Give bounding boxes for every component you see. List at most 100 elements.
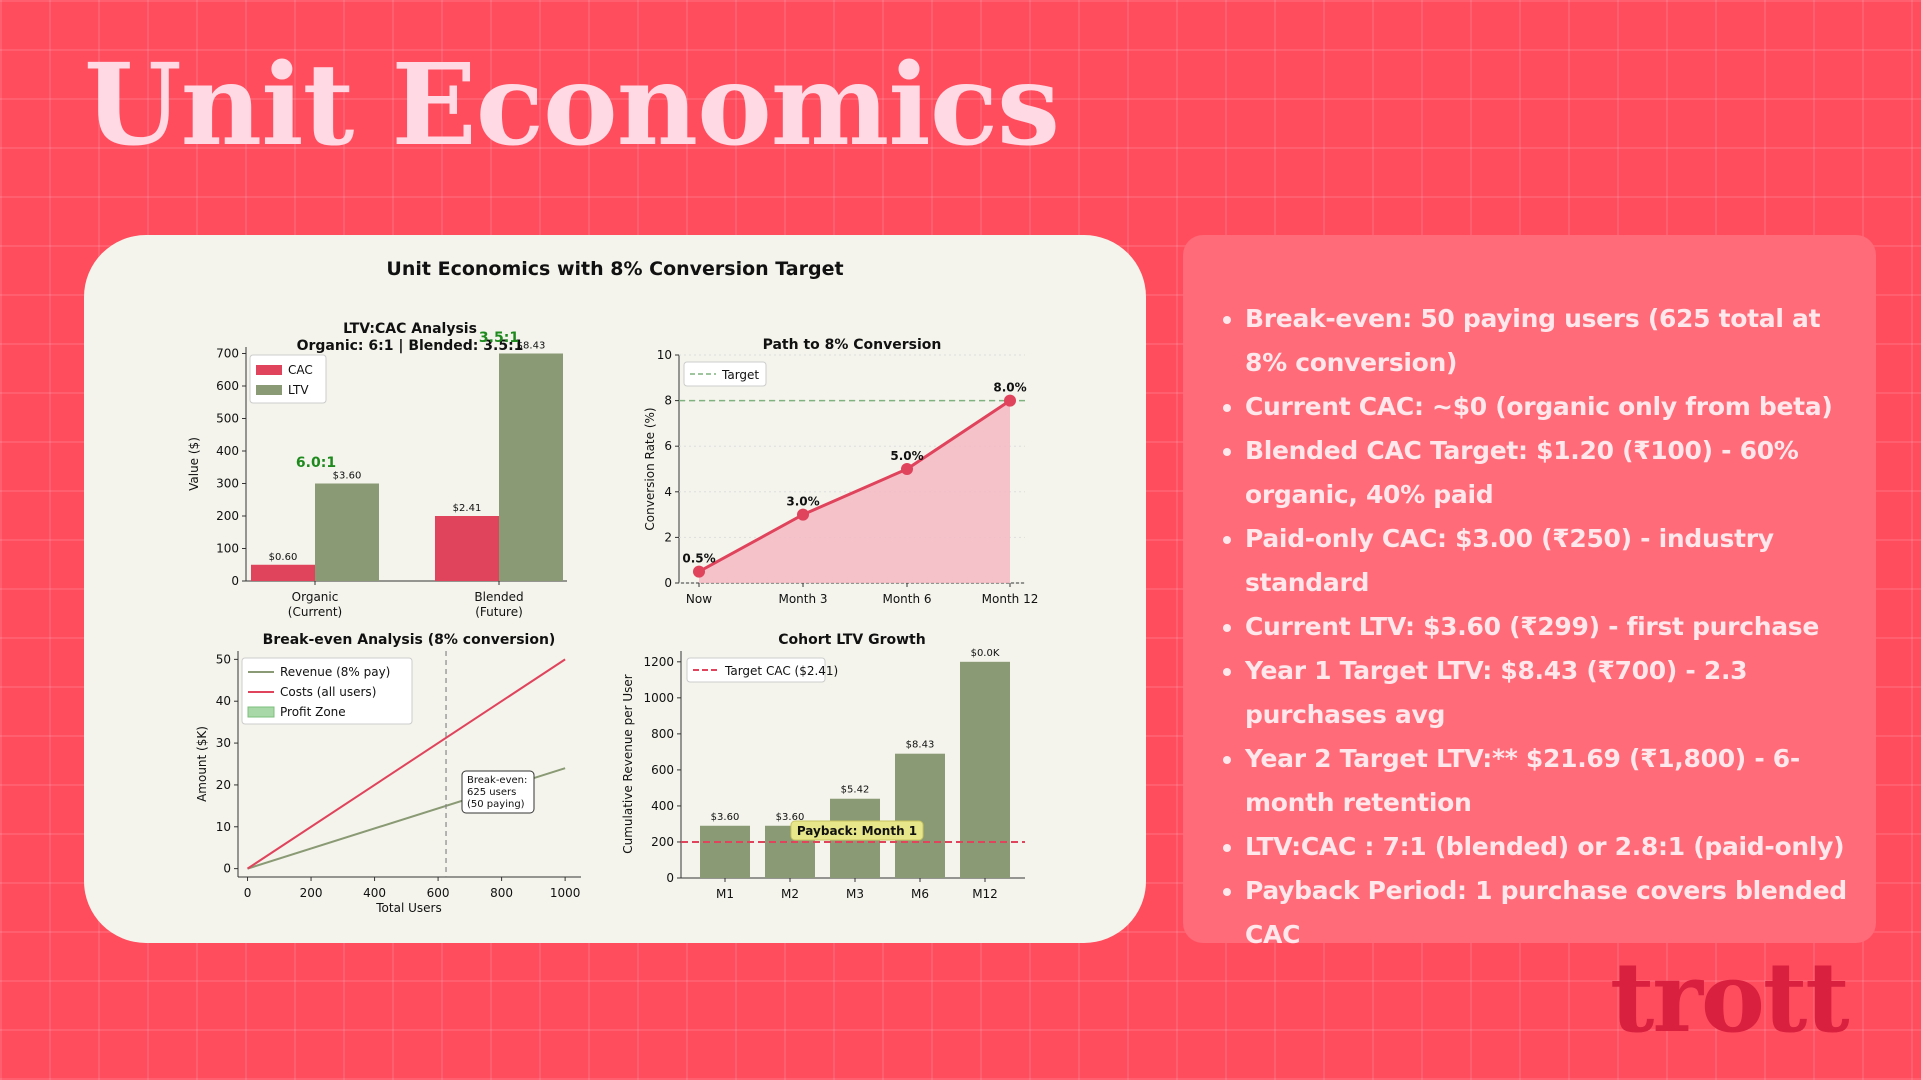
chart2-title: Path to 8% Conversion <box>763 337 942 353</box>
chart4-xtick-label: M3 <box>846 887 864 901</box>
chart3-legend-label: Profit Zone <box>280 705 346 719</box>
chart3-xtick-label: 1000 <box>550 886 581 900</box>
chart3-annotation: (50 paying) <box>467 799 525 810</box>
chart3-ytick-label: 50 <box>216 652 231 666</box>
chart1-bar <box>251 564 315 581</box>
chart1-bar-label: $0.60 <box>269 552 298 563</box>
chart3-legend-label: Costs (all users) <box>280 685 376 699</box>
chart2-point <box>693 565 705 578</box>
chart4-bar-label: $3.60 <box>711 812 740 823</box>
chart1-ylabel: Value ($) <box>187 437 201 491</box>
chart4-bar-label: $8.43 <box>906 740 935 751</box>
chart2-xtick-label: Month 6 <box>882 592 931 606</box>
chart2-point-label: 5.0% <box>890 449 923 463</box>
chart4-xtick-label: M1 <box>716 887 734 901</box>
chart2-line <box>698 399 1011 573</box>
summary-card: Break-even: 50 paying users (625 total a… <box>1183 235 1876 949</box>
chart4-ytick-label: 800 <box>651 727 674 741</box>
chart2-xtick-label: Month 12 <box>982 592 1039 606</box>
chart3-annotation-box <box>461 770 535 814</box>
chart2-area <box>699 400 1010 583</box>
chart3-ytick-label: 0 <box>223 862 231 876</box>
chart3-ytick-label: 40 <box>216 694 231 708</box>
chart4-ytick-label: 0 <box>666 871 674 885</box>
page-title: Unit Economics <box>84 40 1060 171</box>
summary-item: Paid-only CAC: $3.00 (₹250) - industry s… <box>1245 517 1856 605</box>
summary-item: Current CAC: ~$0 (organic only from beta… <box>1245 385 1856 429</box>
chart1-title: LTV:CAC Analysis <box>343 321 477 337</box>
chart2-ytick-label: 2 <box>664 530 672 544</box>
chart3-annotation: Break-even: <box>467 775 527 786</box>
chart1-ytick-label: 600 <box>216 379 239 393</box>
chart2-ytick-label: 4 <box>664 485 672 499</box>
chart4-ytick-label: 200 <box>651 835 674 849</box>
chart2-ytick-label: 0 <box>664 576 672 590</box>
figure-title: Unit Economics with 8% Conversion Target <box>386 258 843 280</box>
chart4-bar <box>700 825 750 878</box>
chart2-ylabel: Conversion Rate (%) <box>643 407 657 530</box>
chart3-annotation: 625 users <box>467 787 516 798</box>
chart2-point <box>901 463 913 475</box>
chart1-legend-label: LTV <box>288 383 309 397</box>
chart4-legend <box>686 657 826 683</box>
chart2-ytick-label: 8 <box>664 394 672 408</box>
chart2-ytick-label: 6 <box>664 439 672 453</box>
chart1-xtick-label: Blended <box>474 590 523 604</box>
summary-item: Blended CAC Target: $1.20 (₹100) - 60% o… <box>1245 429 1856 517</box>
chart1-bar-label: $3.60 <box>333 471 362 482</box>
chart2-legend <box>683 361 767 387</box>
trott-logo: trott <box>1610 941 1850 1054</box>
chart3-ylabel: Amount ($K) <box>195 726 209 802</box>
chart3-ytick-label: 10 <box>216 820 231 834</box>
chart1-ytick-label: 400 <box>216 444 239 458</box>
summary-item: Year 2 Target LTV:** $21.69 (₹1,800) - 6… <box>1245 737 1856 825</box>
chart2-point <box>1004 394 1016 407</box>
chart2-xtick-label: Month 3 <box>778 592 827 606</box>
chart3-xtick-label: 400 <box>363 886 386 900</box>
chart1-ytick-label: 100 <box>216 542 239 556</box>
chart1-ytick-label: 700 <box>216 347 239 361</box>
chart3-legend <box>241 657 413 725</box>
chart4-ytick-label: 1200 <box>643 655 674 669</box>
chart2-point-label: 8.0% <box>993 381 1026 395</box>
chart1-legend-swatch <box>256 385 282 395</box>
chart4-ytick-label: 400 <box>651 799 674 813</box>
chart1-bar-label: $8.43 <box>517 341 546 352</box>
chart4-ytick-label: 600 <box>651 763 674 777</box>
chart2-xtick-label: Now <box>686 592 712 606</box>
chart3-xlabel: Total Users <box>375 901 441 915</box>
chart4-ytick-label: 1000 <box>643 691 674 705</box>
chart1-ytick-label: 0 <box>231 574 239 588</box>
chart3-xtick-label: 200 <box>300 886 323 900</box>
chart3-legend-label: Revenue (8% pay) <box>280 665 390 679</box>
chart2-point-label: 3.0% <box>786 495 819 509</box>
chart1-xtick-label: (Future) <box>475 605 523 619</box>
chart1-ytick-label: 500 <box>216 412 239 426</box>
chart3-xtick-label: 0 <box>244 886 252 900</box>
chart1-xtick-label: Organic <box>292 590 339 604</box>
chart4-xtick-label: M6 <box>911 887 929 901</box>
chart1-bar <box>499 353 563 581</box>
chart1-subtitle: Organic: 6:1 | Blended: 3.5:1 <box>297 338 524 354</box>
chart2-point-label: 0.5% <box>682 552 715 566</box>
chart3-xtick-label: 600 <box>427 886 450 900</box>
chart3-ytick-label: 20 <box>216 778 231 792</box>
summary-item: Current LTV: $3.60 (₹299) - first purcha… <box>1245 605 1856 649</box>
chart-card: Unit Economics with 8% Conversion Target… <box>84 235 1146 943</box>
chart4-xtick-label: M2 <box>781 887 799 901</box>
summary-item: Break-even: 50 paying users (625 total a… <box>1245 297 1856 385</box>
summary-item: Year 1 Target LTV: $8.43 (₹700) - 2.3 pu… <box>1245 649 1856 737</box>
chart1-ytick-label: 300 <box>216 477 239 491</box>
chart4-ylabel: Cumulative Revenue per User <box>621 674 635 854</box>
summary-list: Break-even: 50 paying users (625 total a… <box>1183 297 1876 957</box>
chart4-bar <box>895 753 945 878</box>
chart2-point <box>797 508 809 521</box>
chart4-title: Cohort LTV Growth <box>778 632 925 648</box>
chart1-ratio-label: 3.5:1 <box>479 330 519 346</box>
chart4-bar-label: $0.0K <box>971 648 1000 659</box>
chart4-bar-label: $5.42 <box>841 785 870 796</box>
chart3-legend-swatch <box>247 706 275 718</box>
chart2-ytick-label: 10 <box>657 348 672 362</box>
summary-item: LTV:CAC : 7:1 (blended) or 2.8:1 (paid-o… <box>1245 825 1856 869</box>
chart3-xtick-label: 800 <box>490 886 513 900</box>
